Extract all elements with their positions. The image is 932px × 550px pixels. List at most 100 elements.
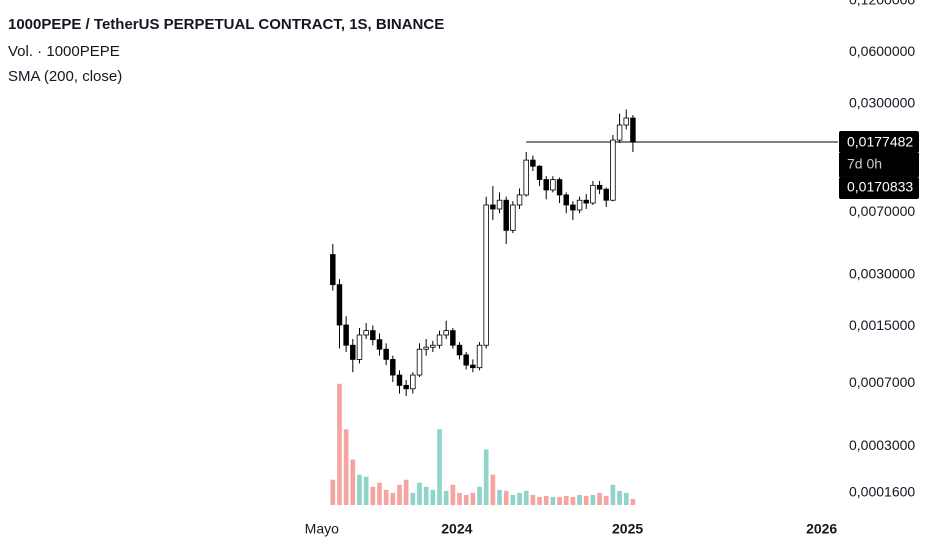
price-axis: 0,1200000 0,0600000 0,0300000 0,0070000 0,00… xyxy=(839,0,919,499)
candle-body xyxy=(363,330,369,336)
y-tick-label: 0,1200000 xyxy=(849,0,915,8)
x-tick-label: 2024 xyxy=(441,521,472,537)
volume-bar xyxy=(430,489,436,505)
candle-body xyxy=(476,344,483,369)
volume-bar xyxy=(423,486,429,505)
volume-bar xyxy=(530,494,536,505)
candle-body xyxy=(430,344,436,348)
volume-bar xyxy=(343,429,349,505)
volume-bar xyxy=(377,482,382,505)
volume-bar xyxy=(590,494,596,505)
x-tick-label: 2026 xyxy=(806,521,837,537)
sma-legend: SMA (200, close) xyxy=(8,68,122,85)
candle-body xyxy=(410,374,416,390)
candle-body xyxy=(356,334,363,360)
volume-bar xyxy=(443,490,449,505)
y-tick-label: 0,0001600 xyxy=(849,483,915,499)
chart-title: 1000PEPE / TetherUS PERPETUAL CONTRACT, … xyxy=(8,16,444,33)
candle-body xyxy=(583,199,589,204)
volume-bar xyxy=(457,492,462,505)
volume-legend: Vol. · 1000PEPE xyxy=(8,43,120,60)
candle-body xyxy=(556,179,563,196)
volume-bar xyxy=(543,495,549,505)
price-axis-panel xyxy=(838,0,932,550)
candle-body xyxy=(576,199,583,211)
y-tick-label: 0,0070000 xyxy=(849,203,915,219)
volume-bar xyxy=(523,490,529,505)
candle-body xyxy=(450,330,456,346)
volume-bar xyxy=(363,476,369,505)
candle-body xyxy=(436,334,443,346)
candle-body xyxy=(403,384,409,390)
volume-bar xyxy=(563,495,569,505)
candle-body xyxy=(383,348,389,360)
volume-bar xyxy=(617,490,622,505)
candle-body xyxy=(416,348,423,376)
volume-bar xyxy=(350,459,356,505)
candle-body xyxy=(570,204,576,211)
volume-bar xyxy=(510,494,516,505)
volume-bar xyxy=(603,495,609,505)
volume-bar xyxy=(450,484,456,505)
candle-body xyxy=(616,124,623,141)
candle-body xyxy=(530,159,536,167)
candle-body xyxy=(523,159,529,196)
y-tick-label: 0,0030000 xyxy=(849,266,915,282)
candle-body xyxy=(396,374,403,386)
volume-bar xyxy=(503,490,509,505)
volume-bar xyxy=(610,484,616,505)
volume-bar xyxy=(397,484,402,505)
volume-bar xyxy=(577,494,582,505)
volume-bar xyxy=(463,494,469,505)
candle-body xyxy=(496,199,503,210)
candle-body xyxy=(370,330,376,341)
candle-body xyxy=(350,344,356,360)
volume-bar xyxy=(490,474,496,505)
candle-body xyxy=(376,339,383,350)
candle-body xyxy=(390,359,396,376)
y-tick-label: 0,0300000 xyxy=(849,95,915,111)
candle-body xyxy=(456,344,463,356)
candle-body xyxy=(543,179,549,191)
candle-body xyxy=(423,346,429,350)
candle-body xyxy=(483,204,489,346)
last-price-label: 0,0177482 xyxy=(847,134,913,150)
y-tick-label: 0,0015000 xyxy=(849,317,915,333)
prev-price-label: 0,0170833 xyxy=(847,179,913,195)
volume-bar xyxy=(337,383,342,505)
volume-bar xyxy=(403,479,409,505)
candle-body xyxy=(343,324,349,346)
candle-body xyxy=(336,284,343,326)
candle-body xyxy=(536,165,543,180)
volume-bar xyxy=(483,449,489,505)
volume-bar xyxy=(470,492,476,505)
candle-body xyxy=(550,179,556,191)
volume-bar xyxy=(417,482,422,505)
volume-bar xyxy=(330,479,336,505)
volume-bar xyxy=(383,489,389,505)
y-tick-label: 0,0007000 xyxy=(849,374,915,390)
volume-bar xyxy=(370,486,376,505)
candle-body xyxy=(443,330,449,336)
x-tick-label: 2025 xyxy=(612,521,643,537)
candle-body xyxy=(510,204,516,231)
volume-bar xyxy=(623,492,629,505)
volume-bar xyxy=(390,492,396,505)
volume-bar xyxy=(477,486,482,505)
x-tick-label: Mayo xyxy=(305,521,339,537)
volume-bar xyxy=(410,492,416,505)
candle-body xyxy=(490,204,496,210)
candle-body xyxy=(610,139,616,201)
volume-bar xyxy=(557,496,562,505)
y-tick-label: 0,0003000 xyxy=(849,437,915,453)
candle-body xyxy=(463,354,469,366)
candle-body xyxy=(630,117,636,143)
candle-body xyxy=(470,364,476,369)
candle-body xyxy=(596,184,603,190)
candle-body xyxy=(603,188,609,201)
volume-bar xyxy=(570,496,576,505)
volume-bar xyxy=(357,474,362,505)
volume-bar xyxy=(497,489,502,505)
candle-body xyxy=(516,194,523,206)
